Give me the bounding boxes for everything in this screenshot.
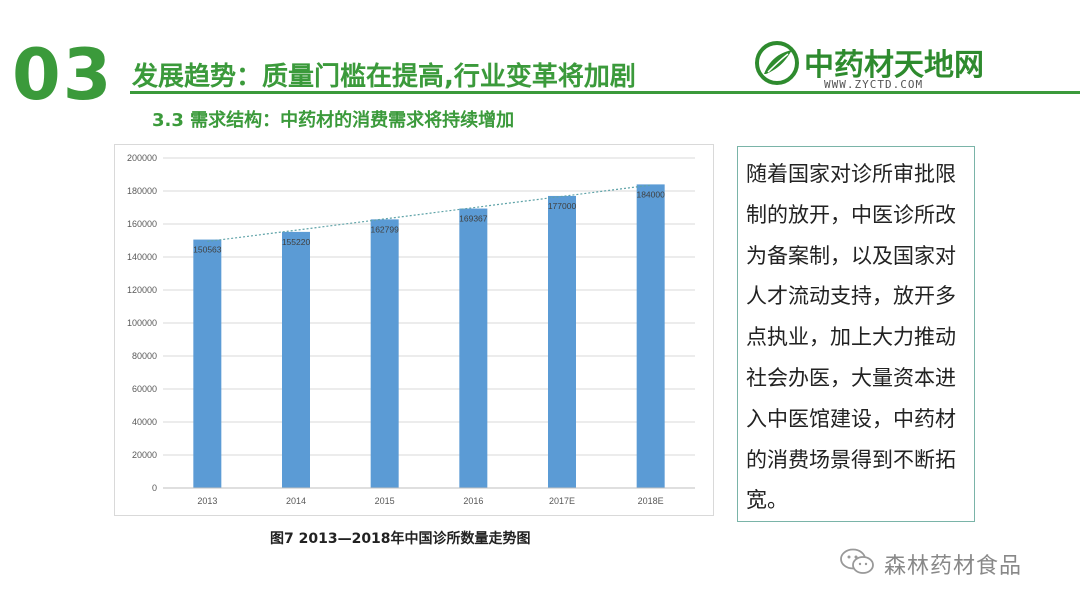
- watermark-text: 森林药材食品: [884, 554, 1023, 579]
- wechat-icon: [840, 548, 874, 574]
- y-tick-label: 60000: [132, 384, 157, 394]
- logo-url: WWW.ZYCTD.COM: [824, 78, 924, 91]
- data-label: 162799: [370, 224, 399, 234]
- y-tick-label: 120000: [127, 285, 157, 295]
- logo-name: 中药材天地网: [804, 48, 984, 83]
- y-tick-label: 100000: [127, 318, 157, 328]
- y-tick-label: 160000: [127, 219, 157, 229]
- y-tick-label: 200000: [127, 153, 157, 163]
- trendline: [207, 184, 651, 243]
- x-tick-label: 2015: [375, 496, 395, 506]
- data-label: 155220: [282, 237, 311, 247]
- y-tick-label: 40000: [132, 417, 157, 427]
- chart-canvas: 0 20000 40000 60000 80000 100000 120000 140000 1…: [127, 153, 695, 506]
- page-title: 发展趋势：质量门槛在提高,行业变革将加剧: [132, 62, 636, 92]
- x-tick-label: 2013: [197, 496, 217, 506]
- description-text: 随着国家对诊所审批限制的放开，中医诊所改为备案制，以及国家对人才流动支持，放开多…: [746, 162, 956, 513]
- x-tick-label: 2016: [463, 496, 483, 506]
- x-tick-label: 2018E: [638, 496, 664, 506]
- section-number: 03: [12, 34, 114, 116]
- bar: [459, 208, 488, 489]
- data-label: 150563: [193, 245, 222, 255]
- bar-chart: 0 20000 40000 60000 80000 100000 120000 140000 1…: [114, 144, 714, 516]
- x-tick-label: 2017E: [549, 496, 575, 506]
- y-tick-label: 20000: [132, 450, 157, 460]
- data-label: 184000: [636, 189, 665, 199]
- data-label: 169367: [459, 214, 488, 224]
- y-tick-label: 140000: [127, 252, 157, 262]
- data-label: 177000: [548, 201, 577, 211]
- description-box: [737, 146, 975, 522]
- y-tick-label: 80000: [132, 351, 157, 361]
- title-divider: [130, 91, 1080, 94]
- leaf-logo-icon: [755, 41, 799, 85]
- chart-caption: 图7 2013—2018年中国诊所数量走势图: [270, 531, 531, 547]
- x-tick-label: 2014: [286, 496, 306, 506]
- bar: [636, 184, 665, 488]
- bar: [370, 219, 399, 488]
- brand-logo: 中药材天地网 WWW.ZYCTD.COM: [748, 36, 1048, 92]
- y-tick-label: 180000: [127, 186, 157, 196]
- bar: [193, 239, 222, 488]
- section-subtitle: 3.3 需求结构：中药材的消费需求将持续增加: [152, 110, 515, 131]
- bar: [282, 231, 310, 488]
- bar: [548, 195, 576, 488]
- y-tick-label: 0: [152, 483, 157, 493]
